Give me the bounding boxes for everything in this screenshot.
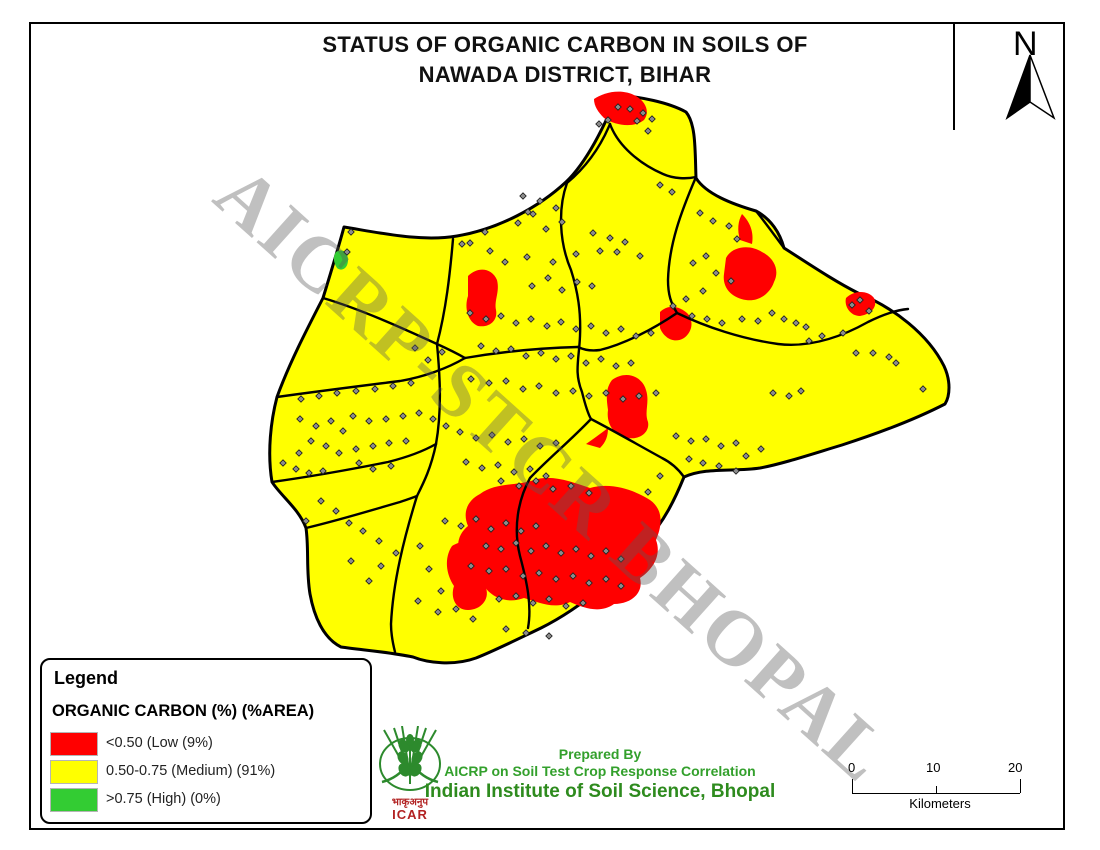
icar-label: ICAR — [392, 807, 428, 822]
legend-swatch-low — [50, 732, 98, 756]
legend-label-medium: 0.50-0.75 (Medium) (91%) — [106, 763, 276, 779]
scale-tick-mark — [1020, 779, 1021, 793]
scale-tick-0: 0 — [848, 760, 856, 775]
legend-swatch-medium — [50, 760, 98, 784]
scale-unit-label: Kilometers — [909, 796, 971, 811]
north-label: N — [1013, 25, 1038, 63]
attribution-line-3: Indian Institute of Soil Science, Bhopal — [424, 781, 776, 802]
north-arrow: N — [953, 22, 1065, 130]
scale-tick-10: 10 — [926, 760, 941, 775]
icar-logo: भाकृअनुप ICAR — [368, 725, 452, 822]
legend-label-low: <0.50 (Low (9%) — [106, 735, 213, 751]
legend-box: Legend ORGANIC CARBON (%) (%AREA) <0.50 … — [40, 658, 372, 824]
attribution: Prepared By AICRP on Soil Test Crop Resp… — [410, 746, 790, 803]
north-arrow-icon — [1005, 54, 1056, 120]
legend-label-high: >0.75 (High) (0%) — [106, 791, 221, 807]
icar-hindi-label: भाकृअनुप — [391, 797, 429, 808]
page-title: STATUS OF ORGANIC CARBON IN SOILS OF NAW… — [215, 30, 915, 89]
attribution-line-1: Prepared By — [558, 746, 642, 762]
title-line-1: STATUS OF ORGANIC CARBON IN SOILS OF — [322, 32, 808, 57]
legend-swatch-high — [50, 788, 98, 812]
scale-tick-mark — [852, 779, 853, 793]
scale-bar-line — [852, 793, 1020, 794]
legend-subtitle: ORGANIC CARBON (%) (%AREA) — [52, 702, 315, 720]
scale-tick-mark — [936, 786, 937, 793]
page-frame — [29, 22, 1065, 830]
legend-title: Legend — [54, 668, 119, 688]
title-line-2: NAWADA DISTRICT, BIHAR — [418, 61, 712, 87]
scale-bar: 0 10 20 Kilometers — [840, 760, 1040, 815]
attribution-line-2: AICRP on Soil Test Crop Response Correla… — [444, 763, 756, 779]
scale-tick-20: 20 — [1008, 760, 1023, 775]
wheat-icon — [379, 725, 441, 791]
